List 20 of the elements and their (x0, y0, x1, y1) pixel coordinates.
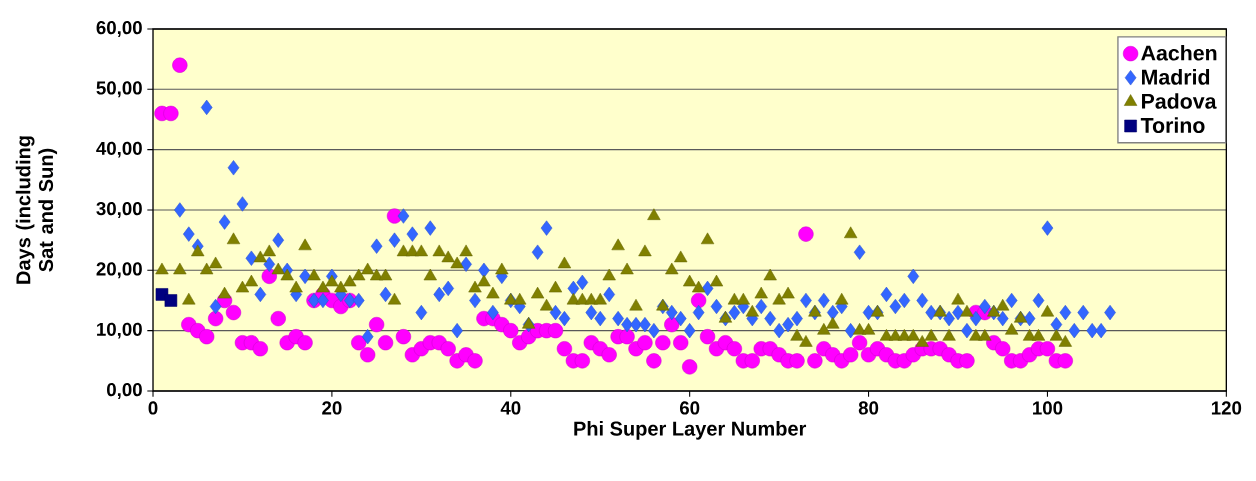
y-axis-title: Days (including Sat and Sun) (15, 136, 58, 284)
y-tick-label: 30,00 (96, 202, 142, 218)
y-tick-label: 50,00 (96, 81, 142, 98)
y-tick-label: 20,00 (96, 262, 142, 279)
y-tick-label: 40,00 (96, 141, 142, 158)
y-tick-label: 60,00 (96, 21, 142, 37)
x-axis-title: Phi Super Layer Number (574, 421, 807, 440)
x-tick-label: 0 (148, 401, 158, 415)
x-tick-label: 80 (858, 401, 879, 415)
y-tick-label: 10,00 (97, 322, 142, 339)
legend-label: Aachen (1141, 44, 1217, 61)
x-tick-label: 100 (1033, 401, 1063, 415)
legend-label: Torino (1140, 117, 1205, 133)
legend-label: Madrid (1142, 69, 1210, 85)
legend-label: Padova (1142, 93, 1217, 109)
x-tick-label: 120 (1211, 401, 1242, 415)
x-tick-label: 40 (500, 401, 521, 415)
x-tick-label: 20 (322, 401, 342, 415)
y-tick-label: 0,00 (107, 383, 142, 399)
x-tick-label: 60 (679, 401, 700, 415)
